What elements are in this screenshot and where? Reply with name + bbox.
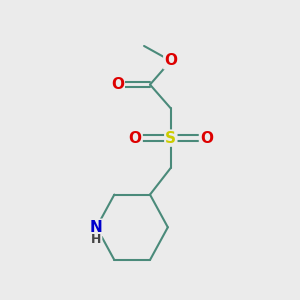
Text: O: O	[111, 77, 124, 92]
Text: S: S	[165, 130, 176, 146]
Text: N: N	[90, 220, 103, 235]
Text: O: O	[200, 130, 213, 146]
Text: O: O	[164, 53, 177, 68]
Text: H: H	[91, 233, 102, 246]
Text: O: O	[129, 130, 142, 146]
